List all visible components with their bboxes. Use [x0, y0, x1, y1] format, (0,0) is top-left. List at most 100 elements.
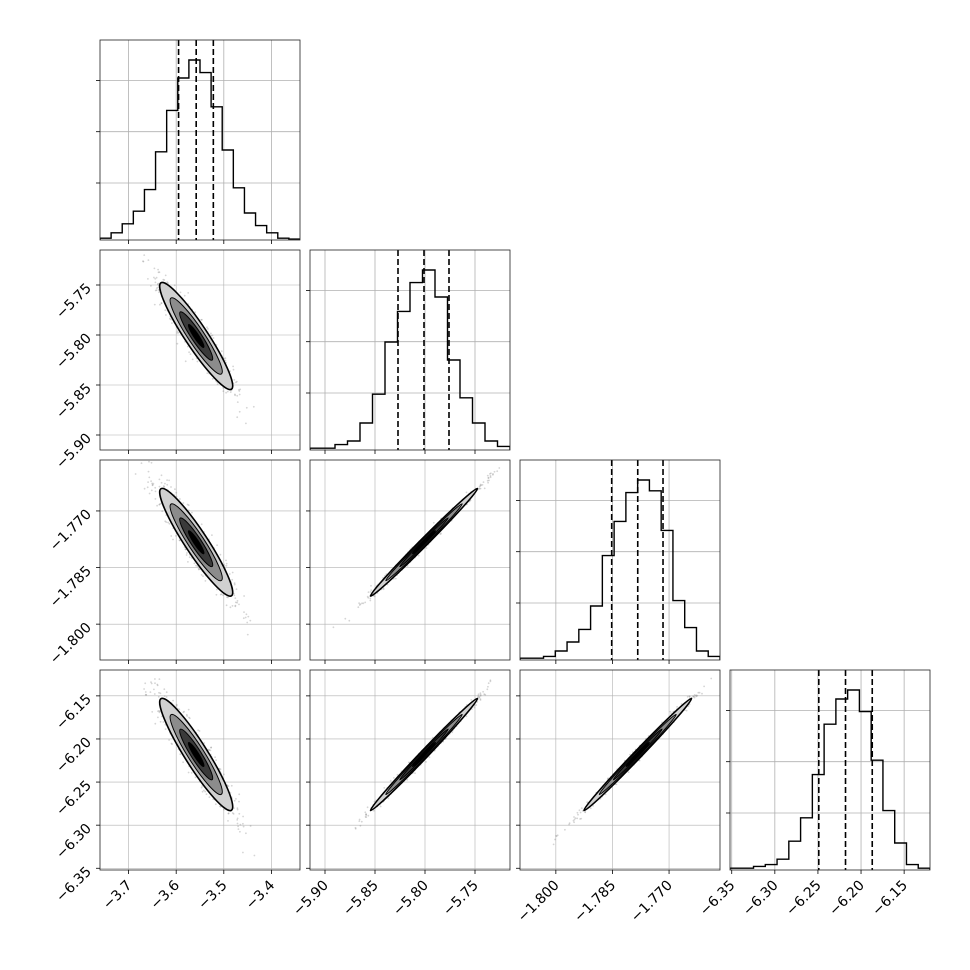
sample-point [236, 394, 239, 397]
sample-point [233, 582, 236, 585]
sample-point [225, 604, 228, 607]
y-tick-label: −6.15 [53, 691, 95, 733]
sample-point [179, 291, 182, 294]
sample-point [479, 699, 482, 701]
sample-point [158, 485, 161, 488]
sample-point [188, 716, 190, 719]
sample-point [408, 761, 410, 764]
panel-2-0: −1.800−1.785−1.770 [47, 453, 301, 668]
x-tick-label: −5.90 [290, 878, 332, 920]
panel-1-1 [306, 249, 511, 454]
sample-point [364, 601, 367, 604]
sample-point [481, 484, 484, 486]
sample-point [245, 832, 247, 835]
sample-point [182, 761, 184, 764]
sample-point [231, 571, 234, 574]
sample-point [176, 342, 179, 345]
sample-point [151, 711, 154, 713]
sample-point [482, 690, 484, 693]
panel-frame [309, 669, 511, 871]
sample-point [234, 604, 237, 607]
sample-point [234, 597, 237, 599]
sample-point [227, 785, 230, 787]
sample-point [373, 595, 376, 598]
sample-point [207, 748, 210, 751]
sample-point [178, 708, 181, 711]
sample-point [487, 481, 489, 484]
sample-point [564, 828, 566, 831]
y-tick-label: −5.80 [53, 331, 95, 373]
sample-point [243, 611, 245, 613]
sample-point [162, 721, 165, 723]
sample-point [215, 759, 217, 761]
sample-point [369, 599, 372, 602]
sample-point [140, 453, 142, 455]
sample-point [154, 289, 157, 292]
sample-point [238, 393, 241, 396]
sample-point [191, 511, 193, 514]
sample-point [155, 276, 158, 279]
sample-point [236, 819, 239, 821]
sample-point [234, 605, 237, 608]
panel-content [520, 460, 720, 660]
sample-point [214, 803, 217, 806]
sample-point [382, 588, 385, 591]
sample-point [160, 502, 162, 505]
sample-point [480, 484, 482, 487]
sample-point [387, 797, 390, 800]
sample-point [236, 600, 239, 602]
sample-point [357, 606, 360, 609]
sample-point [234, 601, 237, 604]
sample-point [373, 809, 375, 812]
sample-point [187, 771, 190, 774]
sample-point [186, 345, 189, 348]
x-tick-label: −3.7 [100, 878, 135, 913]
sample-point [153, 688, 155, 691]
sample-point [733, 653, 735, 655]
sample-point [365, 813, 368, 816]
sample-point [166, 483, 169, 486]
sample-point [198, 730, 201, 732]
sample-point [568, 822, 571, 825]
sample-point [235, 798, 237, 800]
sample-point [479, 487, 482, 490]
sample-point [216, 544, 218, 547]
sample-point [246, 621, 249, 624]
sample-point [698, 691, 701, 694]
sample-point [244, 616, 247, 619]
sample-point [170, 486, 172, 488]
sample-point [487, 682, 490, 685]
sample-point [364, 811, 367, 814]
sample-point [232, 365, 235, 368]
sample-point [185, 554, 188, 556]
y-tick-label: −1.800 [47, 620, 95, 668]
sample-point [394, 577, 397, 580]
sample-point [171, 322, 173, 324]
sample-point [159, 692, 162, 695]
sample-point [379, 805, 382, 808]
sample-point [170, 318, 172, 321]
sample-point [153, 693, 156, 695]
sample-point [219, 593, 222, 596]
sample-point [219, 805, 221, 808]
sample-point [172, 538, 174, 541]
sample-point [229, 391, 232, 393]
sample-point [200, 318, 203, 321]
sample-point [145, 693, 148, 696]
sample-point [479, 692, 482, 695]
sample-point [150, 682, 153, 685]
sample-point [465, 491, 468, 494]
sample-point [216, 383, 219, 385]
sample-point [629, 753, 631, 756]
sample-point [157, 286, 159, 289]
sample-point [140, 462, 143, 465]
sample-point [210, 746, 213, 749]
sample-point [197, 567, 200, 570]
sample-point [223, 563, 225, 566]
sample-point [477, 693, 480, 696]
sample-point [219, 768, 222, 771]
sample-point [359, 824, 362, 827]
sample-point [274, 875, 276, 877]
sample-point [155, 289, 158, 292]
